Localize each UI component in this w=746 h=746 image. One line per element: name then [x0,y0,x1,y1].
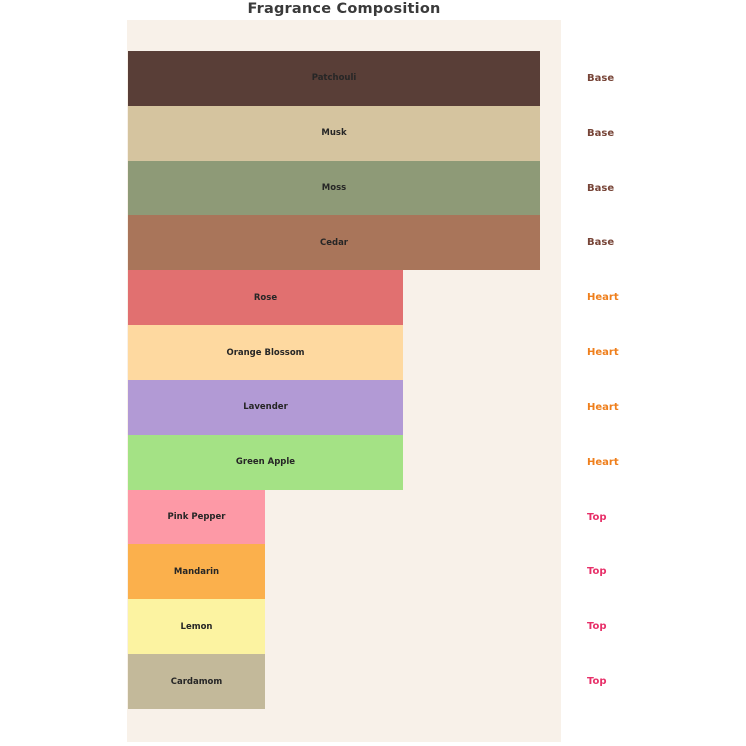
bar-label: Lemon [180,621,213,632]
bar-green-apple: Green Apple [128,434,403,490]
bar-label: Cardamom [170,676,223,687]
tier-label-top: Top [587,676,607,688]
tier-label-top: Top [587,511,607,523]
bar-label: Moss [321,183,347,194]
bar-row: Pink Pepper [128,489,540,545]
bar-lemon: Lemon [128,599,265,655]
bar-label: Green Apple [235,457,296,468]
bar-row: Patchouli [128,51,540,106]
tier-row: Base [587,161,619,216]
tier-label-heart: Heart [587,456,619,468]
bar-label: Pink Pepper [167,512,226,523]
tier-row: Top [587,490,619,545]
bar-label: Orange Blossom [226,347,305,358]
tier-row: Heart [587,435,619,490]
tier-label-top: Top [587,621,607,633]
tier-label-heart: Heart [587,292,619,304]
bar-row: Orange Blossom [128,325,540,380]
tier-row: Base [587,51,619,106]
tier-row: Top [587,599,619,654]
tier-label-base: Base [587,127,615,139]
bar-musk: Musk [128,105,540,161]
bar-rose: Rose [128,270,403,326]
bar-label: Patchouli [311,73,357,84]
tier-label-column: Base Base Base Base Heart Heart Heart He… [587,51,619,709]
tier-row: Base [587,215,619,270]
tier-row: Base [587,106,619,161]
bar-mandarin: Mandarin [128,544,265,600]
tier-label-heart: Heart [587,401,619,413]
bar-row: Mandarin [128,544,540,600]
bar-row: Moss [128,160,540,216]
page-title: Fragrance Composition [247,1,441,17]
bar-row: Rose [128,270,540,326]
bar-row: Green Apple [128,434,540,490]
bar-row: Musk [128,105,540,161]
bar-label: Musk [321,128,347,139]
bar-orange-blossom: Orange Blossom [128,325,403,380]
bar-label: Mandarin [173,566,220,577]
bar-label: Lavender [243,402,288,413]
tier-row: Top [587,544,619,599]
tier-label-base: Base [587,237,615,249]
bar-chart: Patchouli Musk Moss Cedar Rose Orange Bl… [128,51,540,709]
tier-label-base: Base [587,182,615,194]
bar-pink-pepper: Pink Pepper [128,489,265,545]
bar-label: Rose [253,292,278,303]
tier-row: Top [587,654,619,709]
bar-row: Lavender [128,379,540,435]
bar-cedar: Cedar [128,215,540,271]
tier-label-top: Top [587,566,607,578]
bar-label: Cedar [319,237,348,248]
bar-row: Cardamom [128,654,540,709]
bar-lavender: Lavender [128,379,403,435]
bar-cardamom: Cardamom [128,654,265,709]
bar-row: Cedar [128,215,540,271]
bar-patchouli: Patchouli [128,51,540,106]
bar-row: Lemon [128,599,540,655]
tier-label-heart: Heart [587,347,619,359]
tier-row: Heart [587,270,619,325]
bar-moss: Moss [128,160,540,216]
tier-row: Heart [587,325,619,380]
tier-row: Heart [587,380,619,435]
tier-label-base: Base [587,72,615,84]
